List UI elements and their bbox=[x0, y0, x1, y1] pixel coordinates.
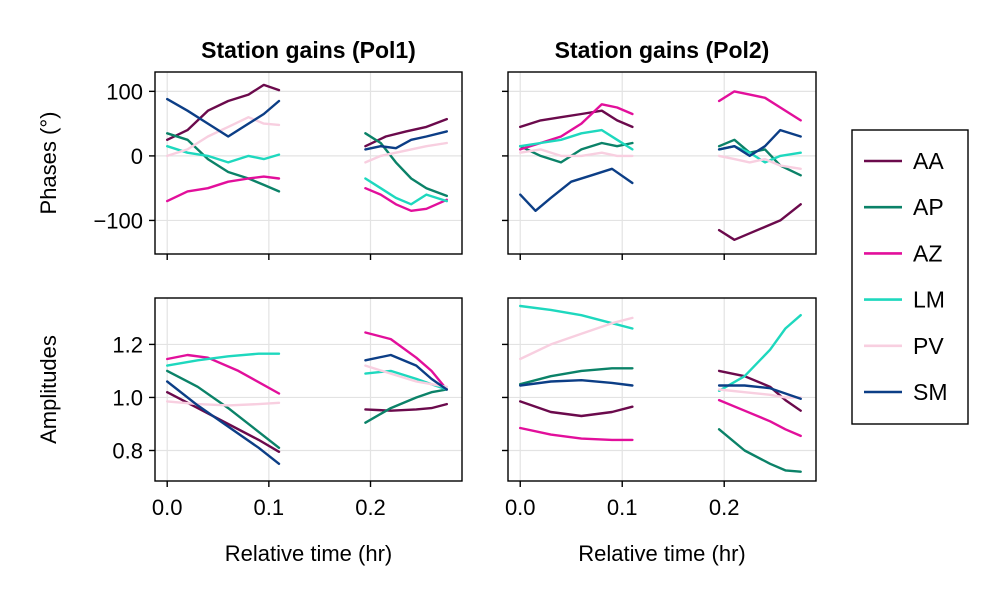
series-line-ap-seg0 bbox=[519, 141, 634, 164]
series-line-ap-seg0 bbox=[519, 367, 634, 386]
plot-frame bbox=[507, 297, 817, 482]
series-line-sm-seg0 bbox=[166, 380, 281, 465]
series-line-sm-seg0 bbox=[519, 167, 634, 212]
panel-amplitudes-pol2: 0.0 0.1 0.2 Relative time (hr) bbox=[502, 297, 817, 566]
y-tick-label: −100 bbox=[93, 208, 143, 233]
series-line-sm-seg1 bbox=[364, 130, 448, 151]
y-axis-label: Amplitudes bbox=[36, 335, 61, 444]
series-line-pv-seg1 bbox=[717, 388, 802, 399]
series-line-pv-seg0 bbox=[519, 316, 634, 361]
plot-frame bbox=[154, 71, 463, 255]
series-line-pv-seg1 bbox=[717, 154, 802, 170]
series-line-lm-seg0 bbox=[519, 304, 634, 330]
plot-frame bbox=[507, 71, 817, 255]
series-line-az-seg1 bbox=[364, 331, 448, 391]
series-line-lm-seg0 bbox=[166, 145, 281, 164]
panel-phases-pol1: 100 0 −100 Station gains (Pol1) Phases (°) bbox=[36, 37, 463, 260]
series-line-ap-seg1 bbox=[364, 132, 448, 198]
series-line-lm-seg1 bbox=[364, 177, 448, 206]
x-axis-label: Relative time (hr) bbox=[578, 541, 745, 566]
plot-frame bbox=[154, 297, 463, 482]
series-line-sm-seg1 bbox=[717, 128, 802, 158]
series-line-az-seg1 bbox=[717, 398, 802, 438]
series-line-pv-seg1 bbox=[364, 364, 448, 388]
y-tick-label: 100 bbox=[106, 79, 143, 104]
series-line-lm-seg0 bbox=[519, 128, 634, 151]
legend-label-az: AZ bbox=[913, 240, 942, 266]
legend-label-aa: AA bbox=[913, 148, 944, 174]
x-tick-label: 0.2 bbox=[709, 495, 740, 520]
panel-amplitudes-pol1: 0.0 0.1 0.2 1.2 1.0 0.8 Relative time (hr) Ampl… bbox=[36, 297, 463, 566]
series-line-lm-seg0 bbox=[166, 352, 281, 367]
y-axis-label: Phases (°) bbox=[36, 112, 61, 215]
legend-frame bbox=[851, 129, 969, 425]
legend: AA AP AZ LM PV SM bbox=[851, 129, 969, 425]
legend-label-pv: PV bbox=[913, 333, 944, 359]
legend-label-ap: AP bbox=[913, 194, 944, 220]
series-line-aa-seg0 bbox=[519, 109, 634, 129]
series-line-aa-seg1 bbox=[717, 369, 802, 412]
series-line-sm-seg1 bbox=[364, 353, 448, 391]
x-axis-label: Relative time (hr) bbox=[225, 541, 392, 566]
panel-phases-pol2: Station gains (Pol2) bbox=[502, 37, 817, 260]
series-group bbox=[166, 331, 448, 465]
series-line-az-seg0 bbox=[519, 426, 634, 442]
x-tick-label: 0.2 bbox=[355, 495, 386, 520]
x-tick-label: 0.0 bbox=[152, 495, 183, 520]
series-line-az-seg1 bbox=[364, 187, 448, 212]
legend-label-lm: LM bbox=[913, 287, 945, 313]
legend-label-sm: SM bbox=[913, 379, 948, 405]
series-line-az-seg1 bbox=[717, 90, 802, 122]
series-line-ap-seg0 bbox=[166, 132, 281, 193]
series-line-pv-seg0 bbox=[166, 400, 281, 407]
y-tick-label: 1.0 bbox=[112, 385, 143, 410]
series-line-az-seg0 bbox=[166, 175, 281, 203]
series-line-pv-seg1 bbox=[364, 141, 448, 164]
series-line-ap-seg1 bbox=[717, 428, 802, 473]
series-group bbox=[519, 90, 802, 241]
series-line-lm-seg1 bbox=[717, 314, 802, 392]
panel-title: Station gains (Pol2) bbox=[555, 37, 770, 63]
series-line-sm-seg0 bbox=[166, 97, 281, 138]
series-line-sm-seg1 bbox=[717, 384, 802, 400]
series-line-aa-seg0 bbox=[166, 83, 281, 141]
series-line-pv-seg0 bbox=[166, 116, 281, 158]
series-line-ap-seg1 bbox=[364, 388, 448, 424]
panel-title: Station gains (Pol1) bbox=[201, 37, 416, 63]
y-tick-label: 0.8 bbox=[112, 439, 143, 464]
series-line-sm-seg0 bbox=[519, 379, 634, 387]
series-group bbox=[519, 304, 802, 473]
series-line-az-seg0 bbox=[166, 353, 281, 395]
series-line-ap-seg0 bbox=[166, 369, 281, 449]
series-group bbox=[166, 83, 448, 212]
series-line-aa-seg1 bbox=[364, 402, 448, 412]
x-tick-label: 0.1 bbox=[254, 495, 285, 520]
y-tick-label: 1.2 bbox=[112, 332, 143, 357]
x-tick-label: 0.1 bbox=[607, 495, 638, 520]
series-line-aa-seg1 bbox=[364, 117, 448, 148]
series-line-aa-seg0 bbox=[519, 400, 634, 418]
series-line-aa-seg1 bbox=[717, 203, 802, 241]
series-line-pv-seg0 bbox=[519, 148, 634, 158]
y-tick-label: 0 bbox=[131, 144, 143, 169]
x-tick-label: 0.0 bbox=[505, 495, 536, 520]
